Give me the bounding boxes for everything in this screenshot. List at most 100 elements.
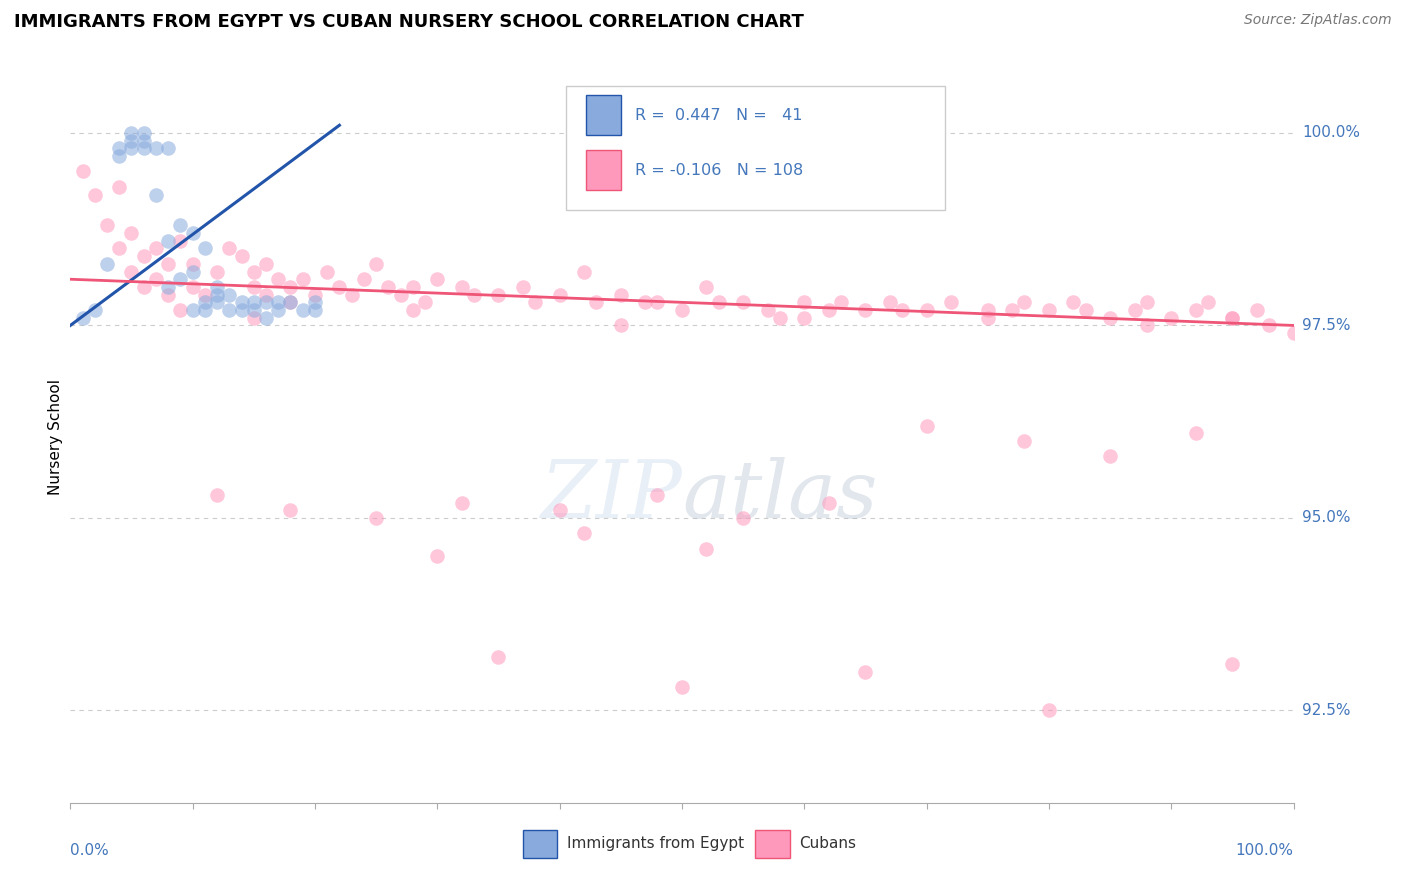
Point bbox=[1258, 318, 1281, 333]
Point bbox=[145, 187, 167, 202]
Point bbox=[1197, 295, 1219, 310]
Point bbox=[108, 179, 131, 194]
Point bbox=[205, 264, 228, 278]
Point bbox=[96, 219, 118, 233]
Point bbox=[181, 264, 204, 278]
Point bbox=[610, 318, 633, 333]
Point bbox=[194, 242, 217, 256]
Point bbox=[1123, 303, 1146, 318]
Text: Immigrants from Egypt: Immigrants from Egypt bbox=[567, 837, 744, 851]
Point bbox=[610, 287, 633, 301]
Point bbox=[205, 287, 228, 301]
Point bbox=[548, 503, 571, 517]
Y-axis label: Nursery School: Nursery School bbox=[48, 379, 63, 495]
FancyBboxPatch shape bbox=[755, 830, 790, 858]
Point bbox=[756, 303, 779, 318]
Text: IMMIGRANTS FROM EGYPT VS CUBAN NURSERY SCHOOL CORRELATION CHART: IMMIGRANTS FROM EGYPT VS CUBAN NURSERY S… bbox=[14, 13, 804, 31]
Point bbox=[132, 134, 155, 148]
Text: R = -0.106   N = 108: R = -0.106 N = 108 bbox=[636, 162, 804, 178]
Point bbox=[304, 295, 326, 310]
FancyBboxPatch shape bbox=[565, 86, 945, 211]
Point bbox=[891, 303, 914, 318]
Point bbox=[1074, 303, 1097, 318]
Text: ZIP: ZIP bbox=[540, 457, 682, 534]
Point bbox=[817, 495, 839, 509]
Point bbox=[1160, 310, 1182, 325]
Point bbox=[1220, 310, 1243, 325]
Point bbox=[793, 310, 815, 325]
Point bbox=[181, 226, 204, 240]
Point bbox=[267, 272, 290, 286]
Point bbox=[1099, 310, 1122, 325]
Point bbox=[879, 295, 901, 310]
Point bbox=[181, 280, 204, 294]
Point bbox=[205, 280, 228, 294]
Point bbox=[572, 264, 595, 278]
Point bbox=[205, 295, 228, 310]
Point bbox=[1282, 326, 1305, 340]
Text: 92.5%: 92.5% bbox=[1302, 703, 1350, 718]
Point bbox=[121, 126, 143, 140]
Point bbox=[108, 242, 131, 256]
Point bbox=[366, 257, 388, 271]
Point bbox=[280, 280, 302, 294]
Point bbox=[132, 126, 155, 140]
Point bbox=[194, 287, 217, 301]
Point bbox=[976, 303, 998, 318]
Point bbox=[121, 141, 143, 155]
Point bbox=[634, 295, 657, 310]
Point bbox=[218, 287, 240, 301]
Point bbox=[304, 287, 326, 301]
Point bbox=[132, 249, 155, 263]
Point bbox=[1136, 295, 1159, 310]
Point bbox=[647, 488, 669, 502]
Point bbox=[733, 511, 755, 525]
Point bbox=[181, 303, 204, 318]
Point bbox=[254, 310, 277, 325]
Point bbox=[157, 280, 180, 294]
Point bbox=[915, 303, 938, 318]
Point bbox=[1220, 310, 1243, 325]
Point bbox=[254, 287, 277, 301]
Text: 0.0%: 0.0% bbox=[70, 843, 110, 858]
Point bbox=[83, 303, 105, 318]
Text: Cubans: Cubans bbox=[800, 837, 856, 851]
Point bbox=[695, 280, 717, 294]
Point bbox=[231, 303, 253, 318]
Point bbox=[793, 295, 815, 310]
Point bbox=[426, 549, 449, 564]
Text: 95.0%: 95.0% bbox=[1302, 510, 1350, 525]
Point bbox=[157, 287, 180, 301]
Point bbox=[1220, 657, 1243, 672]
Point bbox=[377, 280, 399, 294]
Point bbox=[121, 264, 143, 278]
Point bbox=[157, 234, 180, 248]
Point bbox=[830, 295, 852, 310]
Point bbox=[488, 287, 510, 301]
Point bbox=[855, 665, 877, 679]
Point bbox=[855, 303, 877, 318]
Point bbox=[366, 511, 388, 525]
Point bbox=[1038, 303, 1060, 318]
Point bbox=[72, 164, 94, 178]
Point bbox=[243, 303, 266, 318]
Point bbox=[121, 134, 143, 148]
Point bbox=[267, 295, 290, 310]
Point bbox=[218, 242, 240, 256]
Point bbox=[939, 295, 962, 310]
Point bbox=[1246, 303, 1268, 318]
Text: atlas: atlas bbox=[682, 457, 877, 534]
Point bbox=[243, 310, 266, 325]
Point bbox=[132, 280, 155, 294]
Point bbox=[1184, 303, 1206, 318]
Point bbox=[316, 264, 339, 278]
Point bbox=[1001, 303, 1024, 318]
Point bbox=[291, 303, 314, 318]
Point bbox=[267, 303, 290, 318]
Point bbox=[512, 280, 534, 294]
Point bbox=[328, 280, 350, 294]
Point bbox=[426, 272, 449, 286]
Point bbox=[169, 219, 191, 233]
Point bbox=[194, 295, 217, 310]
Point bbox=[647, 295, 669, 310]
